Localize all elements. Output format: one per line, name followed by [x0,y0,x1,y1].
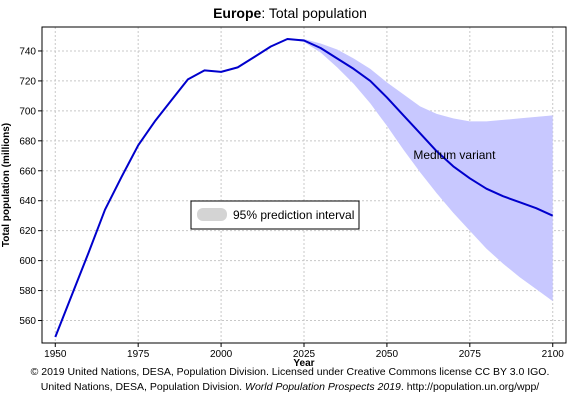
y-tick-label-740: 740 [19,46,36,57]
x-tick-label-2075: 2075 [459,349,482,360]
y-tick-label-620: 620 [19,226,36,237]
x-tick-label-1975: 1975 [127,349,150,360]
legend: 95% prediction interval [190,200,360,230]
y-axis: 560 580 600 620 640 660 680 700 720 740 [19,46,42,327]
series-lines [54,38,554,338]
x-tick-label-2000: 2000 [210,349,233,360]
y-tick-label-640: 640 [19,196,36,207]
y-tick-label-700: 700 [19,106,36,117]
x-tick-label-2050: 2050 [376,349,399,360]
credits-line-1: © 2019 United Nations, DESA, Population … [30,366,550,378]
credits-line-2-text: United Nations, DESA, Population Divisio… [40,381,246,393]
x-axis: 1950 1975 2000 2025 2050 2075 2100 [44,343,564,360]
prediction-interval-area [287,39,553,302]
y-tick-label-600: 600 [19,256,36,267]
prediction-interval-band [287,39,553,302]
y-tick-label-560: 560 [19,316,36,327]
legend-label: 95% prediction interval [233,208,354,222]
y-tick-label-720: 720 [19,76,36,87]
x-tick-label-1950: 1950 [44,349,67,360]
x-axis-title: Year [293,358,314,369]
credits-url: . http://population.un.org/wpp/ [400,381,540,393]
y-tick-label-680: 680 [19,136,36,147]
y-tick-label-660: 660 [19,166,36,177]
chart-title: Europe: Total population [213,5,367,21]
credits-line-2: United Nations, DESA, Population Divisio… [0,381,580,393]
credits-publication-title: World Population Prospects 2019 [245,381,401,393]
legend-swatch [197,208,227,221]
series-line-medium-variant [54,38,554,338]
y-tick-label-580: 580 [19,286,36,297]
x-tick-label-2025: 2025 [293,349,316,360]
medium-variant-annotation: Medium variant [413,148,496,162]
x-tick-label-2100: 2100 [542,349,565,360]
y-axis-title: Total population (millions) [1,123,12,247]
